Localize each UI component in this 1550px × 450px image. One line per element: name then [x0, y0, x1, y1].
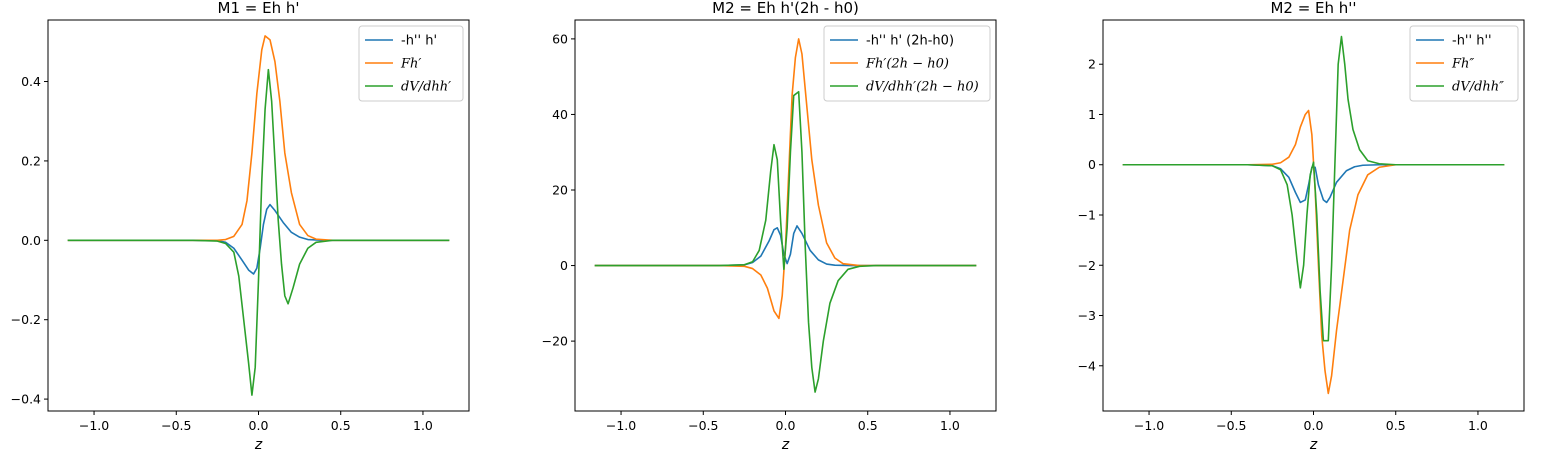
series-line-1: [67, 203, 450, 275]
y-tick-label: 0.2: [21, 153, 41, 168]
y-tick-label: −1: [1078, 207, 1096, 222]
chart-panel-1: M1 = Eh h' z −1.0 −0.5 0.0 0.5 1.0 −0.4 −0.2 0.0 0…: [11, 0, 470, 450]
legend: -h'' h'' Fh″ dV/dhh″: [1409, 25, 1519, 102]
legend-entry: dV/dhh′: [401, 80, 451, 95]
y-tick-label: −4: [1078, 358, 1096, 373]
x-tick-label: −0.5: [161, 418, 191, 433]
legend: -h'' h' Fh′ dV/dhh′: [358, 25, 464, 102]
x-tick-label: −0.5: [1216, 418, 1246, 433]
x-tick-label: 0.0: [776, 418, 796, 433]
x-tick-label: −1.0: [1134, 418, 1164, 433]
x-tick-label: −1.0: [79, 418, 109, 433]
chart-title: M1 = Eh h': [218, 0, 300, 17]
y-tick-label: 0.0: [21, 233, 41, 248]
y-tick-label: 20: [552, 183, 568, 198]
y-tick-label: 0: [1088, 157, 1096, 172]
x-tick-label: 1.0: [413, 418, 433, 433]
legend-entry: Fh′(2h − h0): [865, 57, 949, 72]
legend-entry: -h'' h' (2h-h0): [866, 34, 954, 49]
y-tick-label: 40: [552, 107, 568, 122]
legend-entry: -h'' h': [401, 34, 437, 49]
x-axis-label: z: [1309, 437, 1318, 450]
series-line-2: [594, 38, 977, 320]
y-tick-label: 1: [1088, 107, 1096, 122]
legend-box: [1409, 25, 1519, 102]
legend-entry: dV/dhh″: [1452, 80, 1504, 95]
x-tick-label: 1.0: [940, 418, 960, 433]
y-tick-label: 0: [560, 258, 568, 273]
x-tick-label: 0.5: [1386, 418, 1406, 433]
x-tick-label: 1.0: [1468, 418, 1488, 433]
y-tick-label: 2: [1088, 57, 1096, 72]
x-axis-label: z: [781, 437, 790, 450]
x-tick-label: 0.5: [858, 418, 878, 433]
chart-panel-2: M2 = Eh h'(2h - h0) z −1.0 −0.5 0.0 0.5 1.0 −20…: [542, 0, 997, 450]
chart-panel-3: M2 = Eh h'' z −1.0 −0.5 0.0 0.5 1.0 −4 −3 −2 −1 0 1 2…: [1078, 0, 1525, 450]
legend-box: [823, 25, 991, 102]
series-line-3: [1122, 35, 1505, 342]
x-tick-label: 0.0: [249, 418, 269, 433]
y-tick-label: 0.4: [21, 74, 41, 89]
y-tick-label: −20: [542, 334, 568, 349]
legend-entry: Fh′: [400, 57, 421, 72]
y-tick-label: −0.2: [11, 312, 41, 327]
series-line-3: [594, 90, 977, 393]
legend: -h'' h' (2h-h0) Fh′(2h − h0) dV/dhh′(2h − …: [823, 25, 991, 102]
x-axis-label: z: [254, 437, 263, 450]
y-tick-label: −3: [1078, 308, 1096, 323]
chart-title: M2 = Eh h'': [1270, 0, 1356, 17]
x-tick-label: −1.0: [606, 418, 636, 433]
series-line-2: [67, 35, 450, 242]
legend-entry: -h'' h'': [1452, 34, 1492, 49]
legend-box: [358, 25, 464, 102]
series-line-2: [1122, 109, 1505, 395]
series-line-1: [594, 225, 977, 267]
y-tick-label: −0.4: [11, 392, 41, 407]
y-tick-label: −2: [1078, 258, 1096, 273]
x-tick-label: −0.5: [688, 418, 718, 433]
x-tick-label: 0.5: [331, 418, 351, 433]
x-tick-label: 0.0: [1304, 418, 1324, 433]
series-line-1: [1122, 163, 1505, 204]
legend-entry: Fh″: [1451, 57, 1474, 72]
series-line-3: [67, 68, 450, 396]
legend-entry: dV/dhh′(2h − h0): [866, 80, 979, 95]
y-tick-label: 60: [552, 31, 568, 46]
chart-title: M2 = Eh h'(2h - h0): [712, 0, 859, 17]
